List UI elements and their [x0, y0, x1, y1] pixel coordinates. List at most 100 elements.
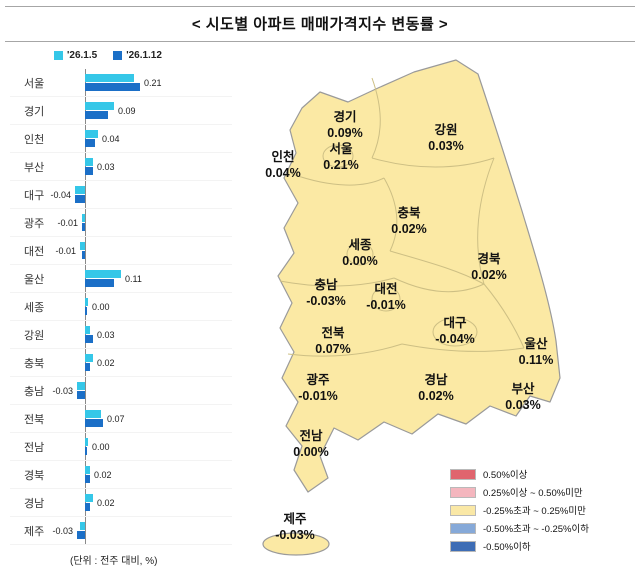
legend-item: 0.50%이상	[450, 467, 636, 481]
map-region-label: 전남 0.00%	[293, 428, 328, 460]
bar-row: 대구 -0.04	[10, 181, 232, 209]
region-value: 0.11%	[518, 353, 554, 367]
bar-row: 제주 -0.03	[10, 517, 232, 545]
bar-segment	[85, 270, 121, 278]
value-label: 0.09	[118, 105, 136, 116]
bar-segment	[85, 410, 101, 418]
bar-row: 부산 0.03	[10, 153, 232, 181]
region-name: 대구	[443, 316, 467, 330]
map-region-label: 경남 0.02%	[418, 372, 453, 404]
bar-segment	[85, 503, 90, 511]
map-region-label: 충남 -0.03%	[306, 277, 346, 309]
series-swatch	[54, 50, 63, 60]
chart-legend: '26.1.5 '26.1.12	[54, 46, 232, 64]
value-label: 0.02	[97, 497, 115, 508]
legend-label: 0.50%이상	[483, 470, 528, 481]
category-label: 충남	[24, 385, 45, 398]
value-label: -0.01	[55, 245, 76, 256]
region-value: -0.03%	[275, 528, 315, 542]
legend-label: -0.50%초과 ~ -0.25%이하	[483, 524, 589, 535]
unit-note: (단위 : 전주 대비, %)	[70, 556, 158, 567]
value-label: -0.03	[52, 525, 73, 536]
bar-segment	[85, 167, 93, 175]
category-label: 경기	[24, 105, 45, 118]
bar-segment	[75, 186, 85, 194]
map-region-label: 충북 0.02%	[391, 205, 426, 237]
region-value: -0.03%	[306, 294, 346, 308]
bar-chart: '26.1.5 '26.1.12 서울 0.21 경기 0.09 인천 0.04 부산 0.0…	[10, 46, 232, 578]
category-label: 대전	[24, 245, 45, 258]
map-region-label: 부산 0.03%	[505, 381, 540, 413]
category-label: 서울	[24, 77, 45, 90]
region-name: 전남	[299, 429, 323, 443]
korea-map: 경기 0.09% 강원 0.03% 인천 0.04% 서울 0.21% 충북 0.02% 세종 0.0…	[232, 46, 640, 584]
region-name: 경기	[333, 110, 357, 124]
map-region-label: 제주 -0.03%	[275, 511, 315, 543]
bar-row: 강원 0.03	[10, 321, 232, 349]
value-label: 0.03	[97, 161, 115, 172]
category-label: 울산	[24, 273, 45, 286]
legend-item: -0.50%초과 ~ -0.25%이하	[450, 521, 636, 535]
legend-item-series1: '26.1.5	[54, 50, 97, 61]
category-label: 경남	[24, 497, 45, 510]
bar-segment	[85, 326, 90, 334]
bar-segment	[85, 475, 90, 483]
region-name: 부산	[511, 382, 535, 396]
map-region-label: 강원 0.03%	[428, 122, 463, 154]
region-name: 대전	[374, 282, 398, 296]
category-label: 광주	[24, 217, 45, 230]
bar-row: 인천 0.04	[10, 125, 232, 153]
region-value: -0.04%	[435, 332, 475, 346]
bar-segment	[85, 74, 134, 82]
category-label: 대구	[24, 189, 45, 202]
legend-item-series2: '26.1.12	[113, 50, 162, 61]
region-name: 서울	[329, 142, 353, 156]
bar-segment	[85, 111, 108, 119]
series1-label: '26.1.5	[67, 49, 98, 61]
map-region-label: 전북 0.07%	[315, 325, 350, 357]
bar-row: 전북 0.07	[10, 405, 232, 433]
bar-row: 충남 -0.03	[10, 377, 232, 405]
value-label: 0.11	[125, 273, 142, 284]
region-value: -0.01%	[366, 298, 406, 312]
region-name: 강원	[434, 123, 458, 137]
legend-swatch	[450, 486, 476, 498]
bar-segment	[80, 522, 85, 530]
title-bottom-rule	[5, 41, 635, 42]
legend-swatch	[450, 468, 476, 480]
category-label: 충북	[24, 357, 45, 370]
region-name: 충남	[314, 278, 338, 292]
bar-segment	[85, 438, 88, 446]
bar-segment	[85, 363, 90, 371]
bar-row: 경기 0.09	[10, 97, 232, 125]
value-label: -0.04	[50, 189, 71, 200]
map-region-label: 서울 0.21%	[323, 141, 358, 173]
legend-item: 0.25%이상 ~ 0.50%미만	[450, 485, 636, 499]
bar-row: 전남 0.00	[10, 433, 232, 461]
bar-row: 충북 0.02	[10, 349, 232, 377]
map-region-label: 대전 -0.01%	[366, 281, 406, 313]
value-label: 0.03	[97, 329, 115, 340]
category-label: 부산	[24, 161, 45, 174]
legend-item: -0.25%초과 ~ 0.25%미만	[450, 503, 636, 517]
color-legend: 0.50%이상 0.25%이상 ~ 0.50%미만 -0.25%초과 ~ 0.25%…	[450, 467, 636, 557]
province-borders	[279, 77, 525, 357]
bar-row: 경북 0.02	[10, 461, 232, 489]
legend-label: -0.25%초과 ~ 0.25%미만	[483, 506, 586, 517]
bar-rows: 서울 0.21 경기 0.09 인천 0.04 부산 0.03 대구 -0.04 광주 -0.01 대전…	[10, 69, 232, 545]
title-top-rule	[5, 6, 635, 7]
region-name: 충북	[397, 206, 421, 220]
bar-row: 경남 0.02	[10, 489, 232, 517]
legend-swatch	[450, 522, 476, 534]
category-label: 전북	[24, 413, 45, 426]
korea-map-svg	[262, 59, 561, 556]
value-label: -0.03	[52, 385, 73, 396]
region-value: 0.21%	[323, 158, 359, 172]
value-label: 0.07	[107, 413, 125, 424]
legend-swatch	[450, 504, 476, 516]
bar-segment	[75, 195, 85, 203]
bar-segment	[85, 447, 87, 455]
bar-row: 울산 0.11	[10, 265, 232, 293]
bar-segment	[85, 158, 93, 166]
region-name: 광주	[306, 373, 330, 387]
